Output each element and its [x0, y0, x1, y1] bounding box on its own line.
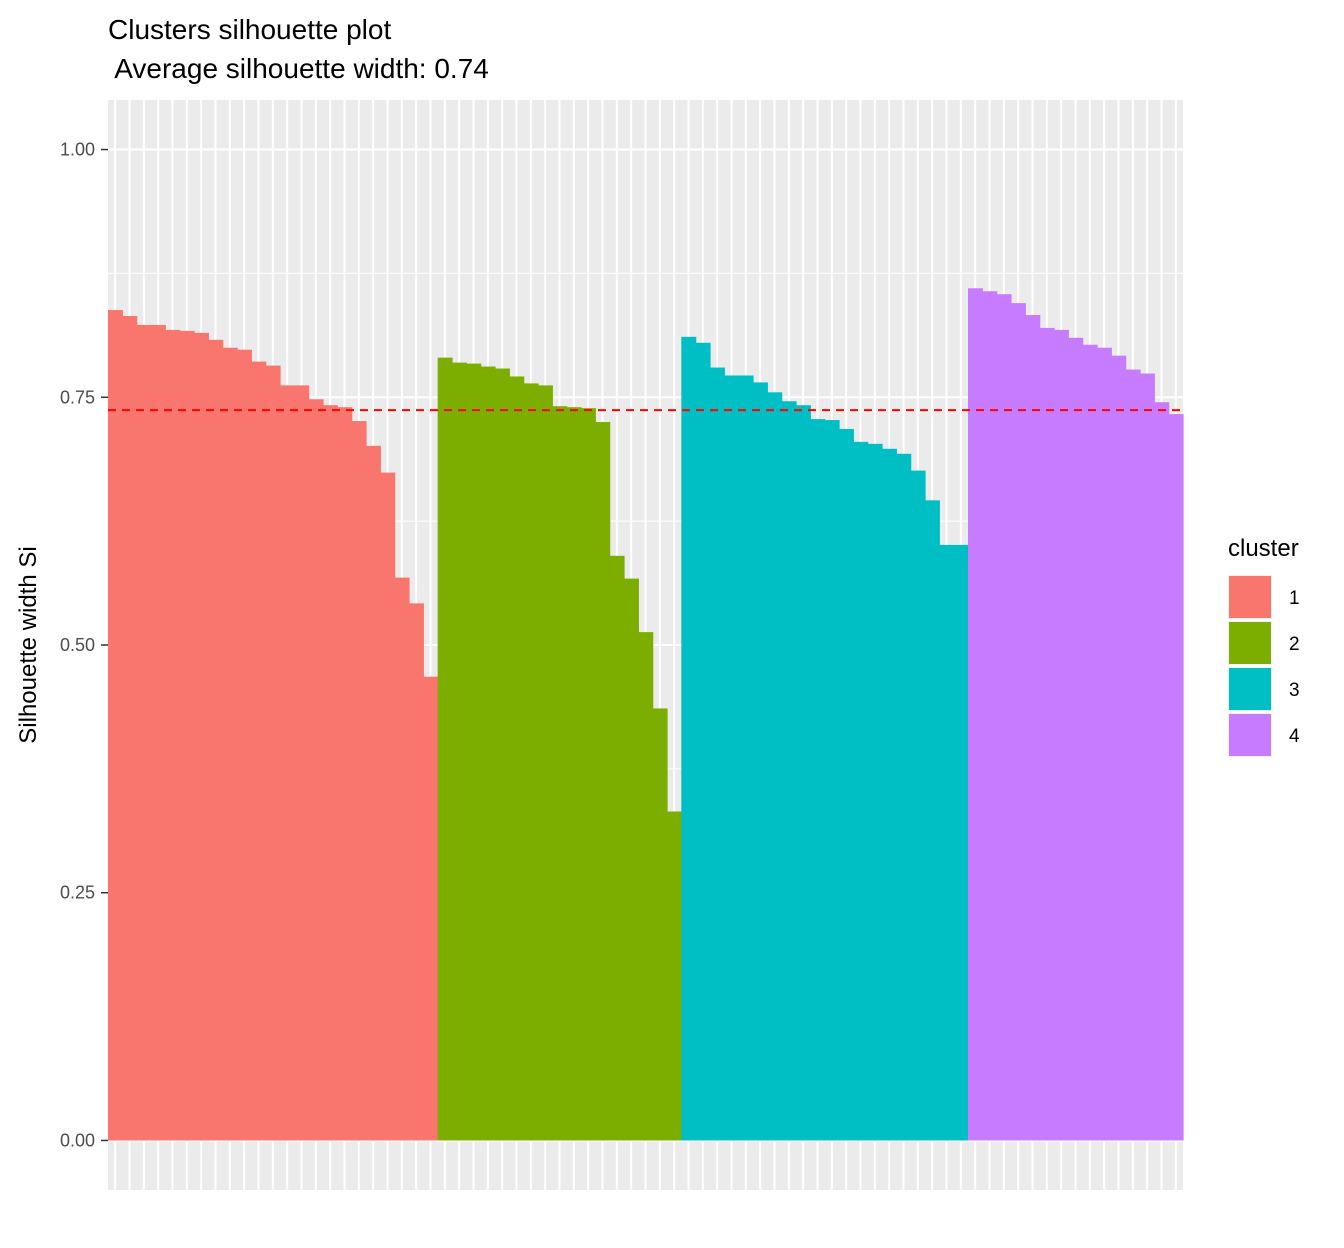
bar-cluster-3: [796, 405, 811, 1141]
y-tick-label: 1.00: [60, 140, 95, 160]
bar-cluster-2: [538, 385, 553, 1141]
bar-cluster-3: [738, 375, 754, 1141]
bar-cluster-3: [839, 428, 854, 1141]
bar-cluster-2: [452, 362, 467, 1141]
bar-cluster-2: [638, 632, 654, 1141]
bar-cluster-1: [423, 676, 439, 1141]
legend-swatch-2: [1229, 622, 1271, 664]
bar-cluster-2: [652, 708, 668, 1141]
bar-cluster-2: [609, 555, 625, 1141]
bar-cluster-4: [1140, 373, 1155, 1141]
bar-cluster-3: [925, 500, 940, 1141]
bar-cluster-2: [552, 406, 568, 1141]
bar-cluster-2: [566, 407, 582, 1141]
bar-cluster-3: [767, 392, 783, 1141]
bar-cluster-4: [1011, 303, 1026, 1141]
bar-cluster-1: [366, 445, 381, 1141]
y-tick-label: 0.50: [60, 635, 95, 655]
bar-cluster-1: [136, 324, 152, 1141]
bar-cluster-4: [982, 291, 998, 1141]
bar-cluster-2: [595, 422, 611, 1141]
bar-cluster-1: [165, 329, 181, 1141]
bar-cluster-4: [996, 294, 1012, 1141]
bar-cluster-2: [495, 368, 510, 1141]
bar-cluster-4: [1097, 347, 1112, 1141]
bar-cluster-3: [710, 367, 725, 1141]
y-axis-title: Silhouette width Si: [15, 546, 42, 743]
legend-label-1: 1: [1289, 588, 1300, 609]
bar-cluster-1: [208, 339, 224, 1141]
bar-cluster-3: [939, 544, 955, 1141]
bar-cluster-1: [122, 316, 138, 1141]
bar-cluster-4: [1068, 337, 1084, 1141]
bar-cluster-3: [853, 441, 869, 1141]
bar-cluster-1: [294, 385, 310, 1141]
legend-swatch-1: [1229, 576, 1271, 618]
bar-cluster-1: [394, 577, 410, 1141]
bar-cluster-4: [1168, 414, 1184, 1141]
bar-cluster-2: [509, 376, 525, 1141]
y-tick-label: 0.00: [60, 1130, 95, 1150]
bar-cluster-4: [1154, 402, 1170, 1141]
legend-swatch-4: [1229, 714, 1271, 756]
bar-cluster-1: [237, 349, 252, 1141]
bar-cluster-1: [337, 407, 353, 1141]
bar-cluster-1: [194, 332, 209, 1141]
bar-cluster-1: [351, 421, 367, 1141]
bar-cluster-4: [1054, 329, 1069, 1141]
bar-cluster-3: [695, 342, 711, 1141]
bar-cluster-3: [867, 443, 883, 1141]
bar-cluster-2: [581, 408, 596, 1141]
bar-cluster-3: [953, 544, 969, 1141]
bar-cluster-4: [1025, 315, 1041, 1141]
legend-swatch-3: [1229, 668, 1271, 710]
legend: cluster 1 2 3 4: [1228, 535, 1300, 757]
bar-cluster-1: [323, 405, 338, 1141]
bar-cluster-1: [179, 330, 195, 1141]
bar-cluster-1: [280, 385, 295, 1141]
bar-cluster-4: [968, 288, 983, 1141]
y-tick-label: 0.75: [60, 387, 95, 407]
legend-title: cluster: [1228, 535, 1299, 562]
bar-cluster-1: [409, 603, 424, 1141]
bar-cluster-2: [480, 366, 496, 1141]
y-axis: 0.00 0.25 0.50 0.75 1.00: [60, 140, 108, 1150]
bar-cluster-1: [151, 324, 166, 1141]
bar-cluster-3: [681, 336, 697, 1141]
bar-cluster-3: [781, 401, 797, 1141]
bars: [108, 288, 1184, 1141]
bar-cluster-1: [265, 365, 281, 1141]
bar-cluster-3: [824, 420, 840, 1141]
bar-cluster-1: [380, 472, 396, 1141]
bar-cluster-2: [523, 383, 539, 1141]
bar-cluster-4: [1039, 327, 1055, 1141]
bar-cluster-4: [1111, 355, 1127, 1141]
chart-subtitle: Average silhouette width: 0.74: [108, 53, 489, 84]
bar-cluster-2: [437, 357, 453, 1141]
bar-cluster-3: [896, 453, 912, 1141]
bar-cluster-3: [910, 470, 926, 1141]
bar-cluster-1: [251, 361, 267, 1141]
bar-cluster-2: [667, 811, 682, 1141]
bar-cluster-2: [466, 363, 482, 1141]
bar-cluster-3: [724, 375, 740, 1141]
bar-cluster-3: [882, 448, 897, 1141]
bar-cluster-3: [810, 419, 826, 1141]
bar-cluster-1: [308, 399, 324, 1141]
chart-title: Clusters silhouette plot: [108, 14, 391, 45]
legend-label-3: 3: [1289, 680, 1300, 701]
bar-cluster-4: [1082, 344, 1098, 1141]
legend-label-4: 4: [1289, 726, 1300, 747]
bar-cluster-4: [1125, 369, 1141, 1141]
bar-cluster-3: [753, 382, 768, 1141]
y-tick-label: 0.25: [60, 883, 95, 903]
bar-cluster-1: [222, 347, 238, 1141]
bar-cluster-1: [108, 310, 123, 1141]
bar-cluster-2: [624, 578, 639, 1141]
legend-label-2: 2: [1289, 634, 1300, 655]
